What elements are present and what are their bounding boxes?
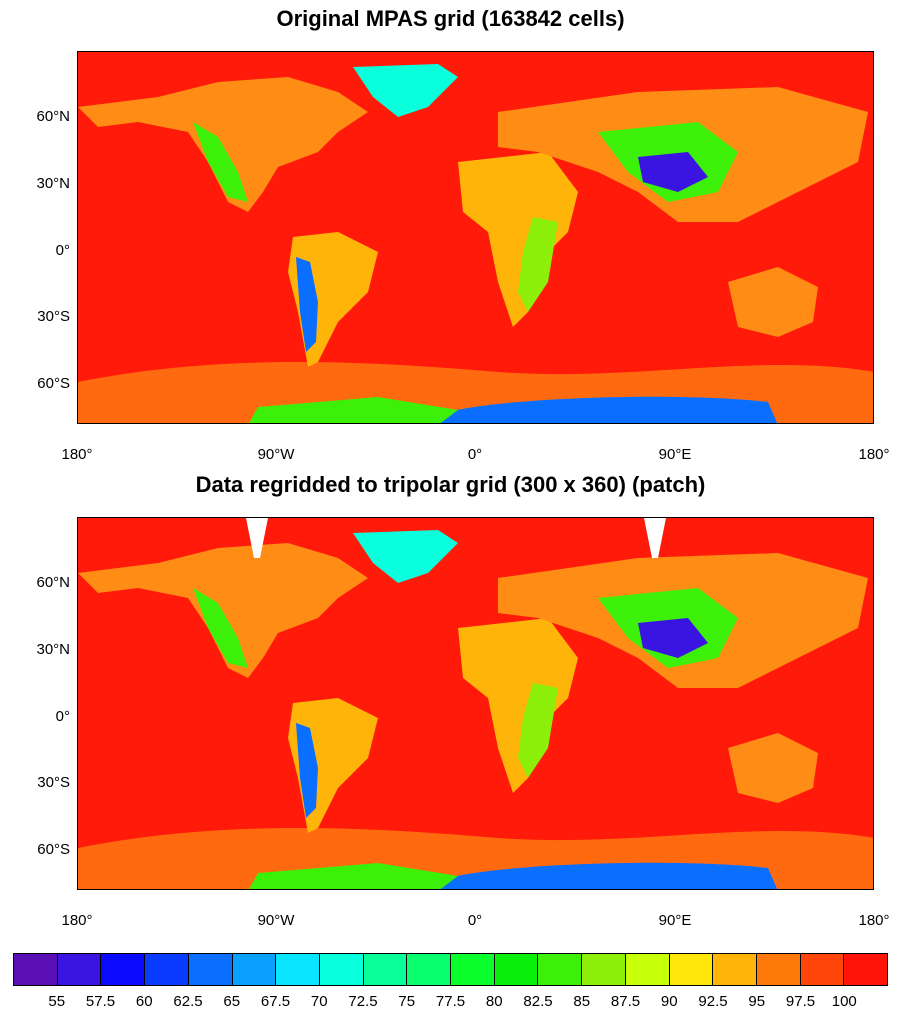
antarctica-green [249,397,458,423]
colorbar-swatch [494,954,539,985]
colorbar-tick-label: 95 [748,993,766,1010]
colorbar-tick-label: 92.5 [698,993,728,1010]
panel-title-top: Original MPAS grid (163842 cells) [276,6,625,31]
colorbar-swatch [276,954,320,985]
lat-label-30n-top: 30°N [36,175,70,192]
panel-title-bottom: Data regridded to tripolar grid (300 x 3… [195,472,706,497]
colorbar-tick-label: 100 [831,993,857,1010]
colorbar-swatch [713,954,757,985]
africa [458,152,578,327]
colorbar-swatch [407,954,452,985]
colorbar-tick-label: 70 [310,993,328,1010]
colorbar-swatch [145,954,189,985]
north-america [78,543,368,678]
colorbar-tick-label: 65 [223,993,241,1010]
australia [728,267,818,337]
greenland [353,530,458,583]
lon-label-90w-top: 90°W [257,446,295,463]
colorbar-tick-label: 60 [135,993,153,1010]
tibet [638,152,708,192]
lon-label-0-top: 0° [467,446,483,463]
lon-label-180w-bottom: 180° [61,912,93,929]
colorbar-tick-label: 97.5 [785,993,816,1010]
pole-gap-east [644,518,666,558]
colorbar-swatch [582,954,626,985]
colorbar-tick-label: 55 [48,993,66,1010]
lon-label-90w-bottom: 90°W [257,912,295,929]
rockies [193,588,248,668]
colorbar-swatch [451,954,495,985]
colorbar-swatch [57,954,102,985]
map-original-svg [78,64,873,423]
lon-label-90e-top: 90°E [658,446,692,463]
pole-gap-west [246,518,268,558]
colorbar-swatch [14,954,58,985]
lat-label-30n-bottom: 30°N [36,641,70,658]
colorbar-swatch [101,954,146,985]
colorbar-tick-label: 67.5 [260,993,291,1010]
africa-east [518,217,558,312]
map-panel-original [77,51,874,424]
colorbar-tick-label: 90 [660,993,678,1010]
antarctica-blue [439,862,778,889]
andes [296,723,318,818]
lon-label-180w-top: 180° [61,446,93,463]
colorbar-swatch [188,954,233,985]
lat-label-60n-top: 60°N [36,108,70,125]
lon-label-180e-bottom: 180° [858,912,890,929]
australia [728,733,818,803]
colorbar-tick-label: 87.5 [610,993,641,1010]
antarctica-green [249,863,458,889]
colorbar-swatch [232,954,277,985]
lon-label-180e-top: 180° [858,446,890,463]
colorbar-swatch [625,954,670,985]
colorbar-tick-label: 80 [485,993,503,1010]
lat-label-60s-top: 60°S [37,375,70,392]
colorbar-swatch [538,954,583,985]
colorbar-tick-label: 75 [398,993,416,1010]
colorbar-swatch [844,954,888,985]
colorbar-tick-label: 77.5 [435,993,466,1010]
colorbar-tick-label: 72.5 [348,993,378,1010]
greenland [353,64,458,117]
lat-label-60s-bottom: 60°S [37,841,70,858]
lon-label-0-bottom: 0° [467,912,483,929]
lat-label-30s-top: 30°S [37,308,70,325]
lat-label-30s-bottom: 30°S [37,774,70,791]
tibet [638,618,708,658]
andes [296,257,318,352]
africa [458,618,578,793]
colorbar-tick-label: 85 [573,993,591,1010]
map-regridded-svg [78,518,873,889]
colorbar-swatch [319,954,364,985]
lat-label-60n-bottom: 60°N [36,574,70,591]
lat-label-eq-top: 0° [55,242,70,259]
colorbar-swatch [363,954,408,985]
colorbar-swatch [800,954,845,985]
colorbar-tick-label: 57.5 [85,993,116,1010]
antarctica-blue [439,396,778,423]
rockies [193,122,248,202]
colorbar-swatch [756,954,801,985]
lon-label-90e-bottom: 90°E [658,912,692,929]
colorbar-tick-label: 82.5 [523,993,553,1010]
map-panel-regridded [77,517,874,890]
colorbar [13,953,888,986]
colorbar-tick-label: 62.5 [173,993,203,1010]
lat-label-eq-bottom: 0° [55,708,70,725]
colorbar-swatch [669,954,714,985]
north-america [78,77,368,212]
africa-east [518,683,558,778]
